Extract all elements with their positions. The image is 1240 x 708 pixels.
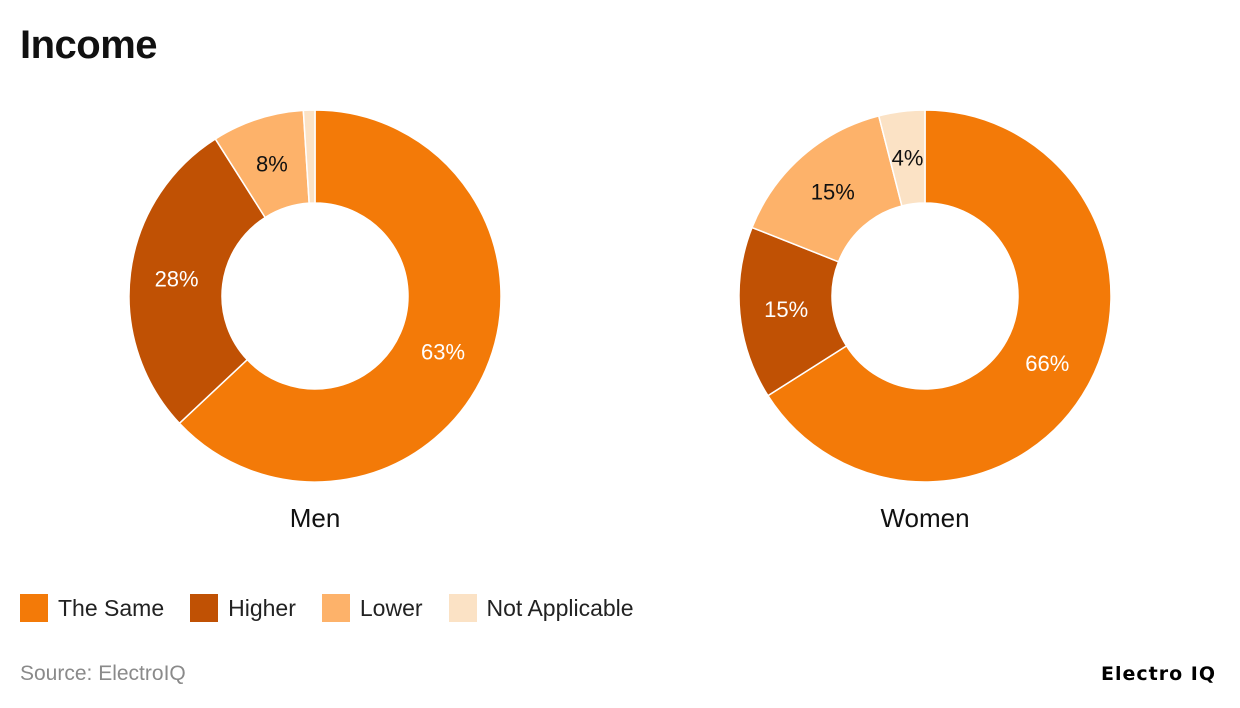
- donut-slice-higher[interactable]: [128, 137, 267, 425]
- donut-data-label: 15%: [764, 297, 808, 322]
- donut-data-label: 66%: [1025, 351, 1069, 376]
- legend-swatch: [20, 594, 48, 622]
- donut-slice-not-applicable[interactable]: [302, 109, 316, 204]
- donut-data-label: 63%: [421, 339, 465, 364]
- donut-data-label: 8%: [256, 151, 288, 176]
- donut-chart-men: 63% 28% 8%: [128, 109, 502, 483]
- legend-label: Not Applicable: [486, 594, 634, 621]
- legend-swatch: [190, 594, 219, 622]
- legend-label: The Same: [58, 594, 165, 621]
- legend-swatch: [321, 594, 350, 622]
- donut-slice-higher[interactable]: [738, 226, 848, 397]
- chart-caption-women: Women: [880, 503, 969, 533]
- chart-caption-men: Men: [290, 503, 341, 533]
- donut-data-label: 4%: [892, 146, 924, 171]
- legend-item-lower[interactable]: Lower: [321, 594, 423, 622]
- legend: The Same Higher Lower Not Applicable: [20, 594, 634, 622]
- donut-data-label: 15%: [811, 179, 855, 204]
- legend-swatch: [448, 594, 477, 622]
- legend-label: Lower: [359, 594, 423, 621]
- donut-slice-the-same[interactable]: [178, 109, 502, 483]
- legend-item-higher[interactable]: Higher: [190, 594, 296, 622]
- donut-data-label: 28%: [155, 267, 199, 292]
- brand-logo: Electro IQ: [1101, 663, 1216, 685]
- donut-slice-lower[interactable]: [751, 114, 903, 263]
- source-note: Source: ElectroIQ: [20, 662, 186, 685]
- legend-item-not-applicable[interactable]: Not Applicable: [448, 594, 634, 622]
- donut-slice-the-same[interactable]: [766, 109, 1112, 483]
- legend-label: Higher: [228, 594, 296, 621]
- page-title: Income: [20, 23, 158, 67]
- donut-slice-not-applicable[interactable]: [877, 109, 926, 207]
- legend-item-the-same[interactable]: The Same: [20, 594, 164, 622]
- donut-chart-women: 66% 15% 15% 4%: [738, 109, 1112, 483]
